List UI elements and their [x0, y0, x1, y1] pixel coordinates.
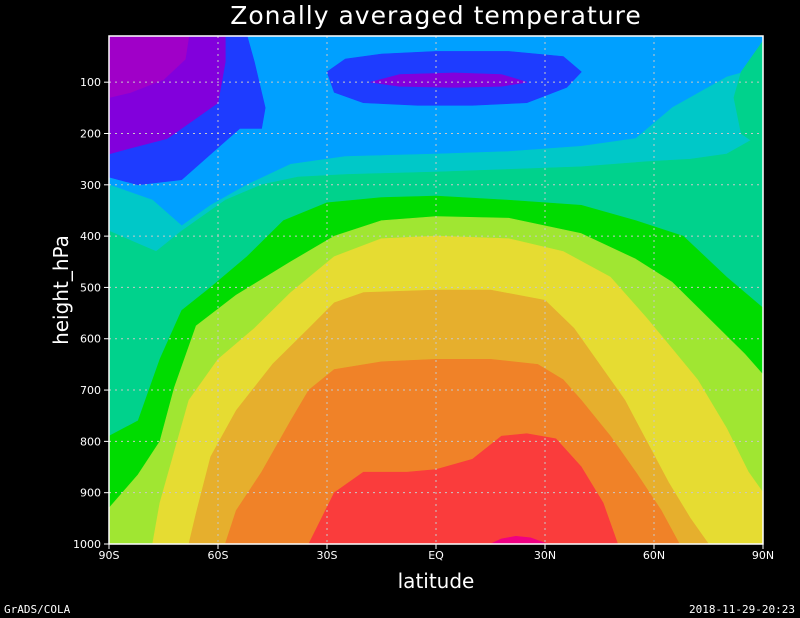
- y-tick-label: 500: [80, 281, 101, 294]
- contour-band-9: [308, 433, 619, 545]
- y-tick-label: 200: [80, 127, 101, 140]
- footer-timestamp: 2018-11-29-20:23: [689, 603, 795, 616]
- x-tick-label: 60N: [643, 549, 665, 562]
- footer-left: GrADS/COLA: [4, 603, 71, 616]
- x-tick-label: 60S: [208, 549, 229, 562]
- y-tick-label: 900: [80, 487, 101, 500]
- y-tick-label: 100: [80, 76, 101, 89]
- y-tick-label: 1000: [73, 538, 101, 551]
- x-tick-label: 90S: [99, 549, 120, 562]
- y-axis: 100 200 300 400 500 600 700 800 900 1000: [73, 76, 109, 551]
- y-tick-label: 800: [80, 435, 101, 448]
- x-tick-label: 90N: [752, 549, 774, 562]
- x-tick-label: EQ: [428, 549, 444, 562]
- x-tick-label: 30N: [534, 549, 556, 562]
- x-axis: 90S 60S 30S EQ 30N 60N 90N: [99, 544, 774, 562]
- y-tick-label: 700: [80, 384, 101, 397]
- y-tick-label: 300: [80, 179, 101, 192]
- y-axis-label: height_hPa: [49, 235, 73, 345]
- contour-band-15: [370, 72, 528, 88]
- x-tick-label: 30S: [317, 549, 338, 562]
- chart-title: Zonally averaged temperature: [230, 1, 642, 30]
- grid: [109, 36, 763, 544]
- y-tick-label: 600: [80, 333, 101, 346]
- x-axis-label: latitude: [398, 569, 475, 593]
- y-tick-label: 400: [80, 230, 101, 243]
